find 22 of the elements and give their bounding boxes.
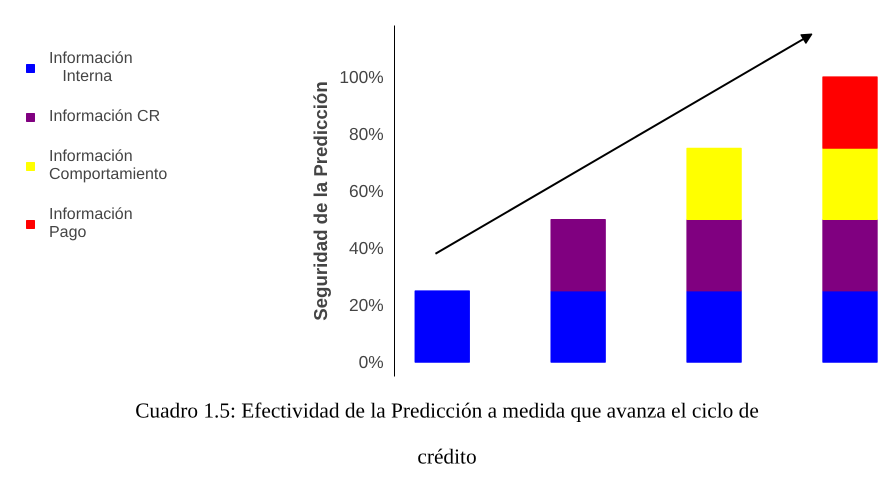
- bar: [822, 219, 878, 292]
- y-axis-title: Seguridad de la Predicción: [310, 81, 332, 321]
- y-tick-label: 0%: [358, 352, 384, 372]
- legend-label: Información Interna: [49, 50, 133, 86]
- bar: [822, 76, 878, 149]
- y-tick-label: 60%: [348, 181, 384, 202]
- text: Cuadro 1.5: Efectividad de la Predicción a medida que avanza el ciclo de crédito: [135, 398, 759, 468]
- bar: [550, 290, 606, 363]
- bar: [414, 290, 470, 363]
- y-tick-label: 80%: [348, 124, 384, 144]
- bar: [686, 290, 742, 363]
- bar: [822, 148, 878, 220]
- bar: [822, 290, 878, 363]
- y-tick-label: 100%: [339, 66, 384, 87]
- legend-label: Información CR: [49, 108, 160, 126]
- legend-label: Información Comportamiento: [49, 148, 168, 184]
- legend-label: Información Pago: [49, 206, 133, 242]
- y-tick-label: 40%: [348, 238, 384, 258]
- bar: [550, 219, 606, 292]
- bar: [686, 148, 742, 220]
- bar: [686, 219, 742, 292]
- y-tick-label: 20%: [348, 295, 384, 316]
